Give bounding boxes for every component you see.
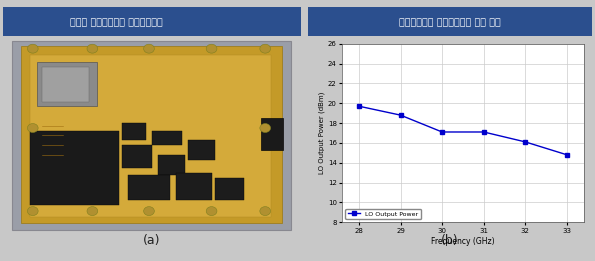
- Circle shape: [27, 44, 38, 53]
- Circle shape: [27, 207, 38, 216]
- Bar: [261, 118, 283, 150]
- Circle shape: [87, 44, 98, 53]
- Bar: [122, 145, 152, 168]
- Bar: [30, 130, 119, 205]
- Bar: [21, 46, 281, 223]
- Text: 제작된 국부발진기용 주파수합성기: 제작된 국부발진기용 주파수합성기: [70, 18, 162, 27]
- Bar: [30, 55, 271, 217]
- Bar: [122, 123, 146, 140]
- Bar: [308, 7, 592, 36]
- Circle shape: [87, 207, 98, 216]
- Bar: [3, 7, 301, 36]
- Bar: [37, 62, 97, 106]
- Text: (b): (b): [441, 234, 459, 247]
- Circle shape: [206, 207, 217, 216]
- Bar: [42, 67, 89, 102]
- Circle shape: [260, 123, 271, 133]
- Bar: [188, 140, 215, 160]
- Bar: [152, 130, 181, 145]
- Circle shape: [143, 44, 154, 53]
- Text: 국부발진기용 주파수합성기 측정 결과: 국부발진기용 주파수합성기 측정 결과: [399, 18, 501, 27]
- Text: (a): (a): [143, 234, 161, 247]
- Circle shape: [206, 44, 217, 53]
- Bar: [215, 178, 245, 200]
- Circle shape: [260, 207, 271, 216]
- Circle shape: [143, 207, 154, 216]
- Bar: [128, 175, 170, 200]
- Bar: [12, 41, 290, 230]
- Bar: [158, 155, 184, 175]
- Circle shape: [260, 44, 271, 53]
- Bar: [176, 173, 212, 200]
- Circle shape: [27, 123, 38, 133]
